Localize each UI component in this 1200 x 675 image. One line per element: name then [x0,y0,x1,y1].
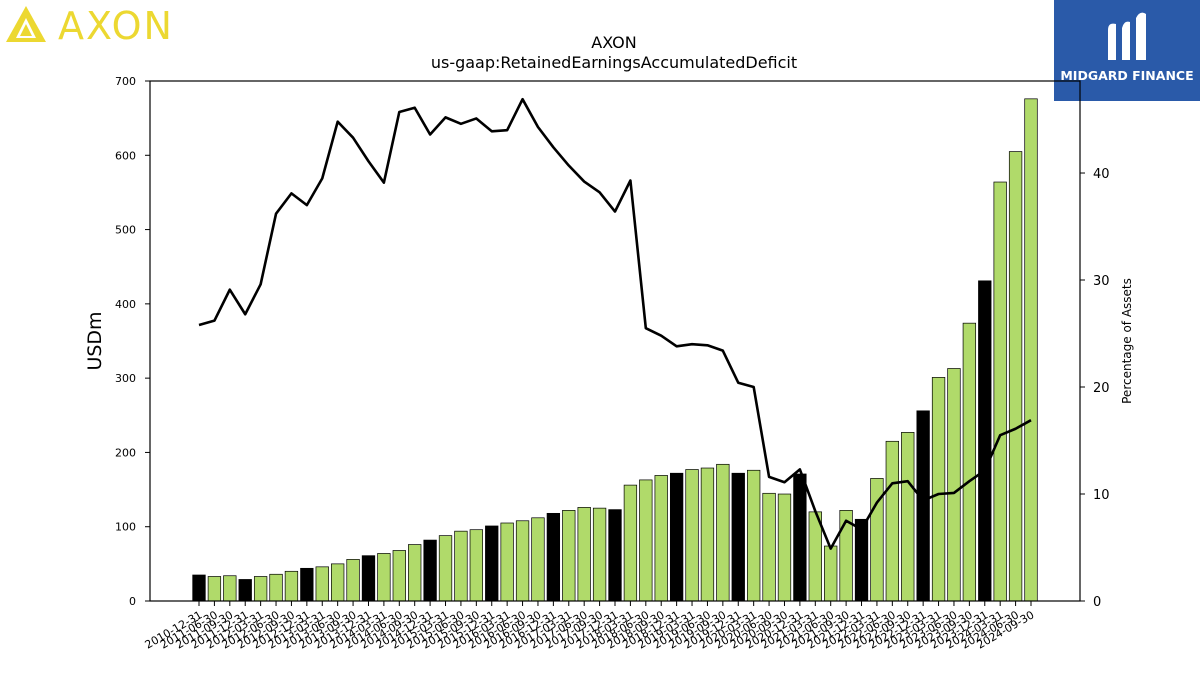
y2-tick-label: 10 [1093,488,1110,503]
bar [392,550,406,602]
y-tick-label: 600 [115,149,136,162]
bar [469,529,483,602]
bar [993,181,1007,602]
bar [793,473,807,602]
series-line [198,97,1032,550]
y-tick-label: 0 [129,595,136,608]
y2-axis-label: Percentage of Assets [1120,278,1134,404]
bar [731,472,745,602]
y-tick-label: 500 [115,224,136,237]
bar [854,518,869,602]
chart-subtitle: us-gaap:RetainedEarningsAccumulatedDefic… [431,53,797,72]
y-tick-label: 400 [115,298,136,311]
bars-group [192,98,1038,602]
y-tick-label: 700 [115,75,136,88]
bar [747,469,761,602]
bar [377,553,391,602]
bar [885,440,899,602]
bar [931,377,946,602]
badge-label: MIDGARD FINANCE [1060,68,1194,83]
bar [192,574,206,602]
bar [700,467,715,602]
bar [454,530,468,602]
brand-name: AXON [58,4,174,48]
bar [223,575,237,602]
bar [438,535,453,602]
midgard-finance-badge: MIDGARD FINANCE [1054,0,1200,101]
bar [284,570,299,602]
bar [207,576,222,602]
bar [269,573,283,602]
y2-tick-label: 40 [1093,167,1110,182]
bar [515,520,530,602]
bar [824,545,838,602]
bar [685,469,699,602]
bar [500,522,514,602]
y2-tick-label: 0 [1093,595,1101,610]
axon-brand: AXON [4,2,204,48]
bar [592,507,607,602]
chart-title: AXON [591,33,636,52]
bar [1024,98,1038,602]
y2-tick-label: 20 [1093,381,1110,396]
bar [531,517,545,602]
bar [238,579,252,602]
bar [716,463,730,602]
bar [346,559,360,602]
bar [300,567,314,602]
bar [916,410,930,602]
bar [1008,151,1023,602]
y-tick-label: 300 [115,372,136,385]
bar [408,544,422,602]
bar [639,479,653,602]
bar [546,512,561,602]
y-tick-label: 200 [115,446,136,459]
bar [608,509,622,602]
bar [423,539,437,602]
bar [361,555,376,602]
midgard-m-logo-icon [1108,12,1146,61]
bar [777,493,792,602]
bar [485,525,499,602]
bar [762,492,776,602]
y2-tick-label: 30 [1093,274,1110,289]
bar [562,510,576,602]
bar [978,280,992,602]
bar [315,566,329,602]
y-axis-label: USDm [84,311,106,370]
bar [947,368,961,602]
bar [253,576,268,602]
bar [623,484,638,602]
bar [577,507,591,602]
axon-triangle-logo-icon [6,6,46,42]
bar [901,432,915,602]
bar [669,472,684,602]
bar [654,475,668,602]
bar [331,563,345,602]
line-group [198,97,1032,550]
axes-group: 01002003004005006007000102030402010-12-3… [115,75,1110,652]
bar [962,322,977,602]
y-tick-label: 100 [115,521,136,534]
